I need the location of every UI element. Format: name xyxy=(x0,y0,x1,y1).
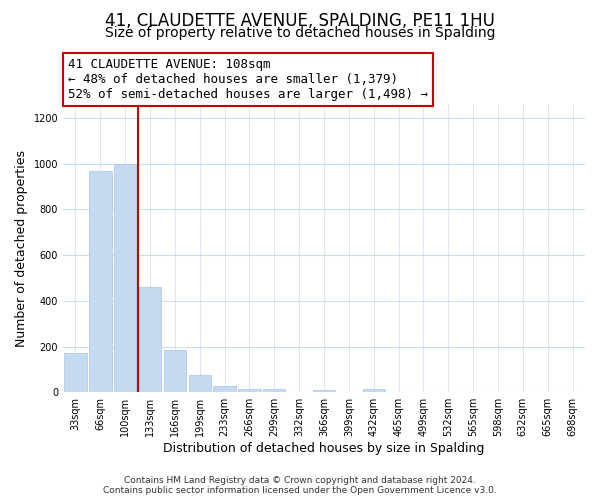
Bar xyxy=(313,390,335,392)
Text: Contains HM Land Registry data © Crown copyright and database right 2024.
Contai: Contains HM Land Registry data © Crown c… xyxy=(103,476,497,495)
Text: 41 CLAUDETTE AVENUE: 108sqm
← 48% of detached houses are smaller (1,379)
52% of : 41 CLAUDETTE AVENUE: 108sqm ← 48% of det… xyxy=(68,58,428,102)
Bar xyxy=(164,350,186,392)
Bar xyxy=(362,390,385,392)
X-axis label: Distribution of detached houses by size in Spalding: Distribution of detached houses by size … xyxy=(163,442,485,455)
Bar xyxy=(263,390,286,392)
Bar xyxy=(89,170,112,392)
Y-axis label: Number of detached properties: Number of detached properties xyxy=(15,150,28,347)
Bar xyxy=(214,386,236,392)
Bar xyxy=(139,287,161,392)
Text: 41, CLAUDETTE AVENUE, SPALDING, PE11 1HU: 41, CLAUDETTE AVENUE, SPALDING, PE11 1HU xyxy=(105,12,495,30)
Text: Size of property relative to detached houses in Spalding: Size of property relative to detached ho… xyxy=(105,26,495,40)
Bar xyxy=(188,375,211,392)
Bar xyxy=(64,354,86,392)
Bar xyxy=(114,164,136,392)
Bar xyxy=(238,389,260,392)
